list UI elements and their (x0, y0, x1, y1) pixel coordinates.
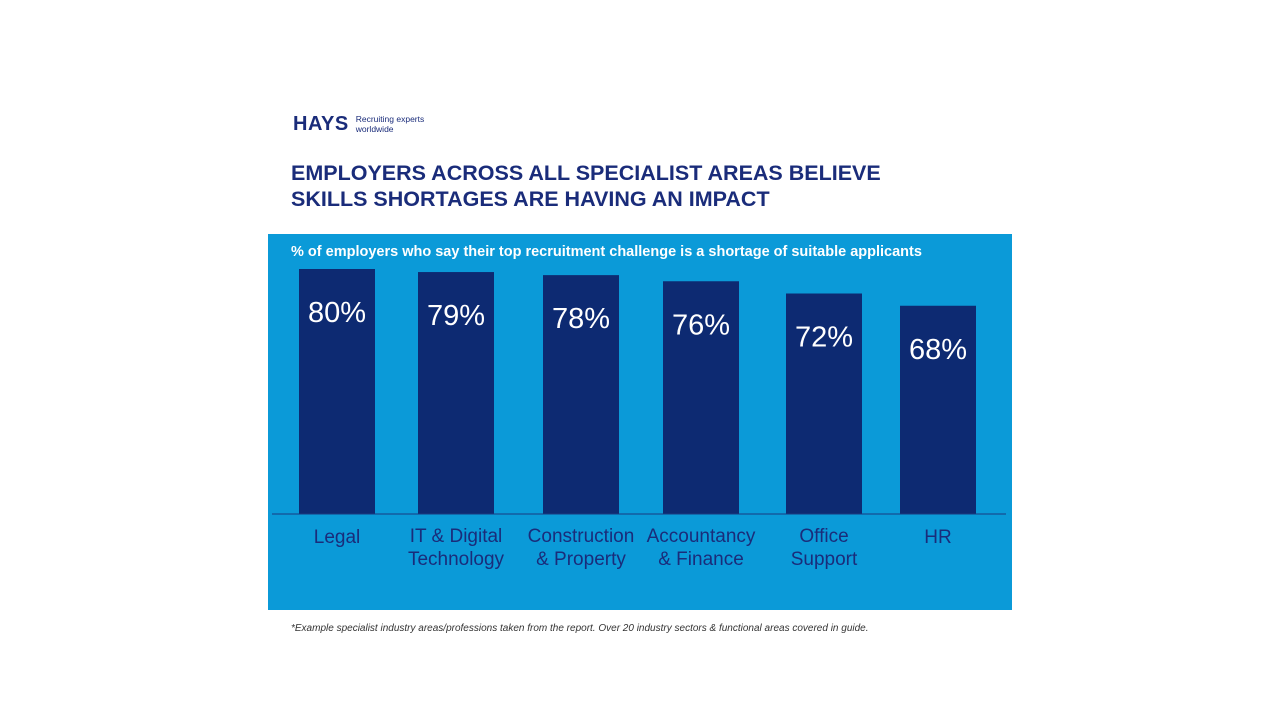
bar (543, 275, 619, 514)
category-label: Office (799, 526, 848, 547)
category-label: Construction (528, 526, 635, 547)
category-label: IT & Digital (410, 526, 503, 547)
headline-line1: EMPLOYERS ACROSS ALL SPECIALIST AREAS BE… (291, 161, 881, 185)
bar (418, 272, 494, 514)
bar (299, 269, 375, 514)
category-label: Accountancy (647, 526, 756, 547)
logo-tagline-line1: Recruiting experts (355, 114, 425, 124)
data-label: 79% (427, 300, 485, 332)
footnote: *Example specialist industry areas/profe… (291, 623, 869, 634)
data-label: 76% (672, 309, 730, 341)
category-label: Legal (314, 527, 361, 548)
category-label: & Property (536, 549, 626, 570)
category-label: & Finance (658, 549, 744, 570)
bar (663, 281, 739, 514)
category-label: HR (924, 527, 951, 548)
logo-wordmark: HAYS (293, 113, 349, 135)
logo-tagline: Recruiting experts worldwide (355, 114, 436, 134)
chart-title: % of employers who say their top recruit… (291, 244, 922, 260)
bar (786, 293, 862, 514)
category-label: Technology (408, 549, 505, 570)
chart-panel: % of employers who say their top recruit… (268, 234, 1012, 610)
hays-logo: HAYS Recruiting experts worldwide (293, 113, 436, 136)
category-label: Support (791, 549, 858, 570)
data-label: 78% (552, 303, 610, 335)
bar (900, 305, 976, 514)
page-headline: EMPLOYERS ACROSS ALL SPECIALIST AREAS BE… (291, 160, 991, 212)
data-label: 72% (795, 322, 853, 354)
headline-line2: SKILLS SHORTAGES ARE HAVING AN IMPACT (291, 187, 770, 211)
logo-tagline-line2: worldwide (355, 123, 394, 134)
data-label: 68% (909, 334, 967, 366)
data-label: 80% (308, 297, 366, 329)
